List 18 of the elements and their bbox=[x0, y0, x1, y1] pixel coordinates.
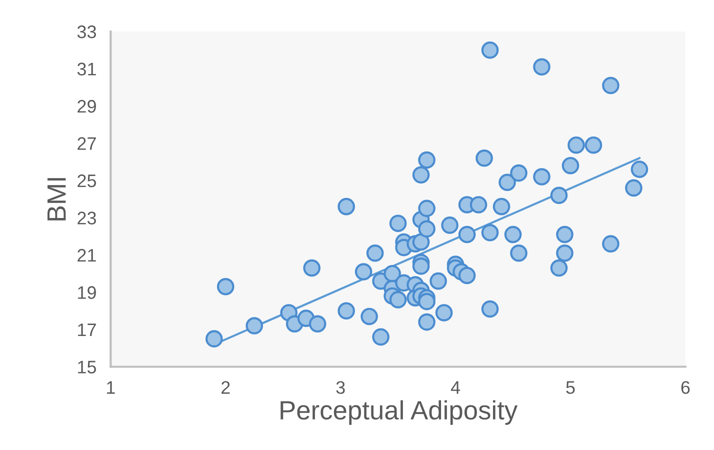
y-tick-label: 17 bbox=[78, 324, 96, 336]
x-tick-label: 6 bbox=[681, 381, 690, 394]
y-tick-label: 23 bbox=[78, 212, 96, 224]
y-tick-label: 29 bbox=[78, 100, 96, 113]
x-tick-label: 2 bbox=[222, 381, 230, 394]
y-tick-label: 15 bbox=[78, 360, 96, 374]
y-tick-label: 27 bbox=[78, 137, 96, 150]
y-tick-label: 21 bbox=[78, 248, 96, 262]
y-tick-label: 31 bbox=[77, 62, 96, 76]
x-tick-label: 1 bbox=[107, 381, 115, 394]
y-axis-title: BMI bbox=[48, 178, 66, 220]
x-tick-label: 3 bbox=[336, 381, 345, 394]
x-tick-label: 4 bbox=[450, 381, 460, 394]
x-axis-title: Perceptual Adiposity bbox=[280, 400, 518, 425]
y-tick-label: 19 bbox=[78, 286, 96, 299]
y-tick-label: 25 bbox=[78, 174, 96, 188]
y-tick-label: 33 bbox=[77, 25, 96, 38]
x-tick-label: 5 bbox=[566, 381, 575, 394]
